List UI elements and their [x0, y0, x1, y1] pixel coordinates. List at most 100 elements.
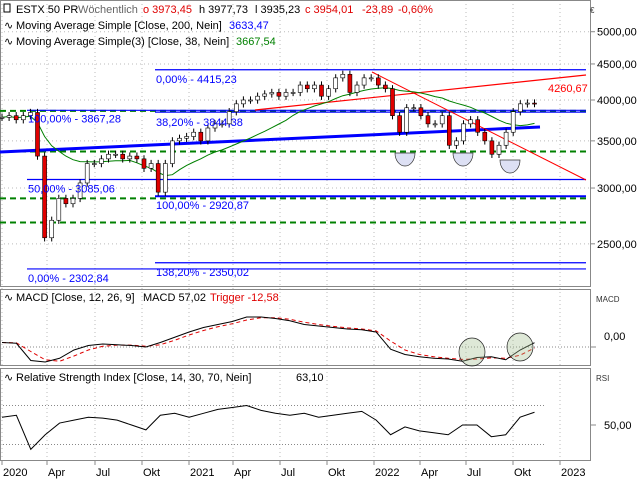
open-value: o 3973,45	[143, 4, 192, 16]
macd-label: MACD [Close, 12, 26, 9]	[16, 292, 135, 304]
candle-body	[290, 92, 296, 94]
price-axis: 5000,00 4500,00 4000,00 3500,00 3000,00 2500,…	[590, 27, 637, 251]
fib-label: 100,00% - 3867,28	[28, 113, 121, 125]
candle-body	[177, 137, 182, 142]
candle-body	[20, 115, 26, 121]
candle-body	[184, 136, 189, 139]
high-value: h 3977,73	[199, 4, 248, 16]
macd-icon: ∿	[4, 292, 13, 304]
y-tick-label: 3500,00	[597, 136, 637, 148]
candle-body	[517, 103, 523, 112]
candle-body	[113, 153, 118, 156]
candle-body	[141, 158, 147, 169]
candle-body	[28, 112, 33, 116]
price-panel-frame	[0, 0, 591, 287]
candle-body	[503, 131, 509, 146]
candle-body	[425, 115, 431, 125]
x-tick-label: 2021	[190, 467, 214, 479]
y-tick-label: 5000,00	[597, 27, 637, 39]
fib-label: 138,20% - 2350,02	[156, 267, 249, 279]
candle-body	[354, 84, 360, 93]
symbol: ESTX 50 PR	[16, 4, 78, 16]
x-tick-label: Okt	[143, 467, 160, 479]
candle-body	[49, 219, 55, 239]
macd-lines	[0, 316, 596, 367]
candle-body	[347, 74, 353, 93]
candle-body	[134, 155, 140, 160]
time-axis: 2020 Apr Jul Okt 2021 Apr Jul Okt 2022 Apr Jul Okt 2…	[1, 460, 585, 479]
candle-body	[191, 131, 196, 137]
candle-body	[446, 115, 452, 146]
candle-body	[63, 198, 69, 205]
x-tick-label: Okt	[514, 467, 531, 479]
candle-body	[475, 119, 481, 133]
candle-body	[241, 99, 246, 105]
candle-body	[92, 163, 97, 165]
candle-body	[99, 158, 104, 164]
fib-label: 50,00% - 3085,06	[28, 183, 115, 195]
candle-body	[212, 123, 218, 129]
rsi-legend: ∿ Relative Strength Index [Close, 14, 30…	[4, 372, 632, 432]
candle-body	[13, 115, 19, 121]
x-tick-label: Apr	[421, 467, 438, 479]
candle-body	[70, 198, 76, 205]
macd-zero-tick: 0,00	[604, 331, 625, 343]
candle-body	[234, 103, 239, 112]
rsi-tick: 50,00	[604, 420, 632, 432]
x-tick-label: 2023	[561, 467, 585, 479]
resistance-label: 4260,67	[548, 83, 588, 95]
ma38-line	[1, 87, 535, 177]
candle-body	[510, 111, 516, 133]
ma38-label: Moving Average Simple(3) [Close, 38, Nei…	[16, 36, 229, 48]
candle-body	[361, 77, 367, 86]
long-trendline	[0, 125, 541, 154]
candle-body	[297, 84, 303, 93]
candle-body	[319, 84, 324, 97]
y-tick-label: 2500,00	[597, 239, 637, 251]
bottom-marker	[452, 152, 474, 167]
candlesticks	[0, 70, 537, 242]
candle-body	[333, 77, 339, 90]
candle-body	[368, 77, 374, 80]
candle-body	[383, 84, 388, 90]
candle-body	[397, 115, 402, 133]
rsi-label: Relative Strength Index [Close, 14, 30, …	[16, 372, 251, 384]
x-tick-label: Jul	[281, 467, 295, 479]
candle-body	[326, 88, 331, 97]
fib-label: 0,00% - 2302,84	[28, 273, 109, 285]
macd-highlight-circle	[506, 332, 534, 362]
grid	[0, 0, 590, 460]
low-value: l 3935,23	[255, 4, 300, 16]
x-tick-label: Okt	[328, 467, 345, 479]
fib-labels: 0,00% - 4415,23 100,00% - 3867,28 38,20% -…	[28, 74, 588, 285]
x-tick-label: 2022	[375, 467, 399, 479]
candle-body	[148, 163, 154, 169]
candle-body	[255, 95, 260, 101]
x-tick-label: 2020	[3, 467, 27, 479]
candle-body	[127, 155, 133, 160]
candle-body	[198, 131, 204, 142]
ma38-value: 3667,54	[236, 36, 276, 48]
rsi-value: 63,10	[296, 372, 324, 384]
candle-body	[418, 107, 424, 116]
candle-body	[120, 153, 125, 160]
x-tick-label: Jul	[96, 467, 110, 479]
macd-value: MACD 57,02	[143, 292, 206, 304]
candle-body	[304, 84, 310, 90]
candle-body	[77, 182, 83, 199]
change-pct: -0,60%	[398, 4, 433, 16]
ma200-label: Moving Average Simple [Close, 200, Nein]	[16, 20, 222, 32]
candle-body	[163, 163, 168, 193]
fib-label: 0,00% - 4415,23	[156, 74, 237, 86]
candle-body	[35, 112, 40, 157]
x-tick-label: Apr	[48, 467, 65, 479]
macd-legend: ∿ MACD [Close, 12, 26, 9] MACD 57,02 Tri…	[4, 292, 625, 343]
x-tick-label: Apr	[234, 467, 251, 479]
rsi-panel-frame	[0, 368, 591, 461]
ma-icon: ∿	[4, 20, 13, 32]
candle-body	[56, 198, 62, 221]
candle-body	[262, 93, 268, 97]
bottom-marker	[499, 159, 521, 174]
candle-body	[340, 74, 346, 79]
